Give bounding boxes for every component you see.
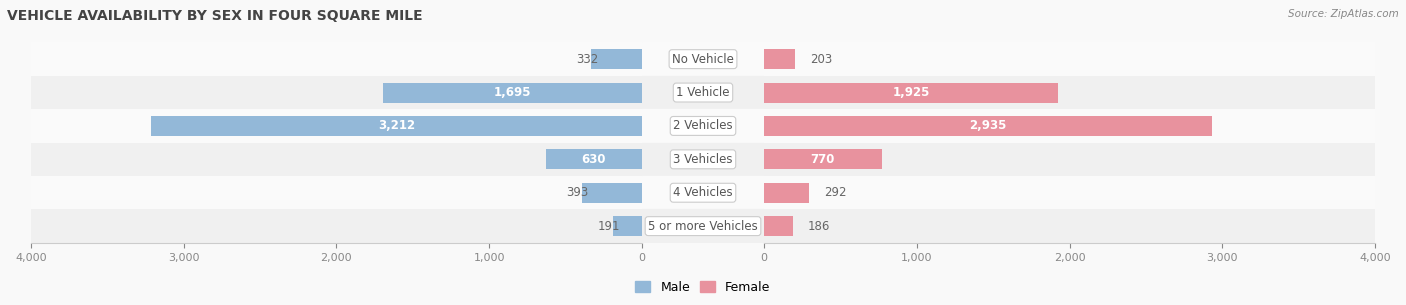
Bar — [643, 42, 763, 76]
Text: 3,212: 3,212 — [378, 120, 415, 132]
Bar — [763, 143, 1375, 176]
Bar — [152, 116, 643, 136]
Text: 186: 186 — [808, 220, 830, 233]
Text: 393: 393 — [567, 186, 589, 199]
Bar — [613, 216, 643, 236]
Bar — [763, 49, 796, 69]
Text: 191: 191 — [598, 220, 620, 233]
Text: No Vehicle: No Vehicle — [672, 53, 734, 66]
Bar — [763, 116, 1212, 136]
Bar — [382, 83, 643, 102]
Text: 1 Vehicle: 1 Vehicle — [676, 86, 730, 99]
Text: 770: 770 — [811, 153, 835, 166]
Bar — [763, 109, 1375, 143]
Text: 332: 332 — [576, 53, 598, 66]
Bar — [643, 76, 763, 109]
Bar — [591, 49, 643, 69]
Text: 203: 203 — [810, 53, 832, 66]
Text: 2 Vehicles: 2 Vehicles — [673, 120, 733, 132]
Bar — [31, 176, 643, 210]
Bar — [31, 109, 643, 143]
Bar — [31, 42, 643, 76]
Bar — [643, 143, 763, 176]
Bar — [643, 109, 763, 143]
Text: Source: ZipAtlas.com: Source: ZipAtlas.com — [1288, 9, 1399, 19]
Bar — [763, 216, 793, 236]
Text: 3 Vehicles: 3 Vehicles — [673, 153, 733, 166]
Bar — [31, 210, 643, 243]
Bar — [763, 183, 808, 203]
Text: 1,695: 1,695 — [494, 86, 531, 99]
Bar — [31, 143, 643, 176]
Text: VEHICLE AVAILABILITY BY SEX IN FOUR SQUARE MILE: VEHICLE AVAILABILITY BY SEX IN FOUR SQUA… — [7, 9, 423, 23]
Text: 4 Vehicles: 4 Vehicles — [673, 186, 733, 199]
Bar — [763, 83, 1059, 102]
Text: 2,935: 2,935 — [970, 120, 1007, 132]
Bar — [546, 149, 643, 169]
Bar — [763, 76, 1375, 109]
Bar — [763, 176, 1375, 210]
Legend: Male, Female: Male, Female — [630, 276, 776, 299]
Bar — [763, 210, 1375, 243]
Bar — [643, 176, 763, 210]
Bar — [763, 149, 882, 169]
Bar — [582, 183, 643, 203]
Text: 292: 292 — [824, 186, 846, 199]
Text: 1,925: 1,925 — [893, 86, 929, 99]
Bar — [763, 42, 1375, 76]
Text: 630: 630 — [582, 153, 606, 166]
Bar — [643, 210, 763, 243]
Text: 5 or more Vehicles: 5 or more Vehicles — [648, 220, 758, 233]
Bar — [31, 76, 643, 109]
